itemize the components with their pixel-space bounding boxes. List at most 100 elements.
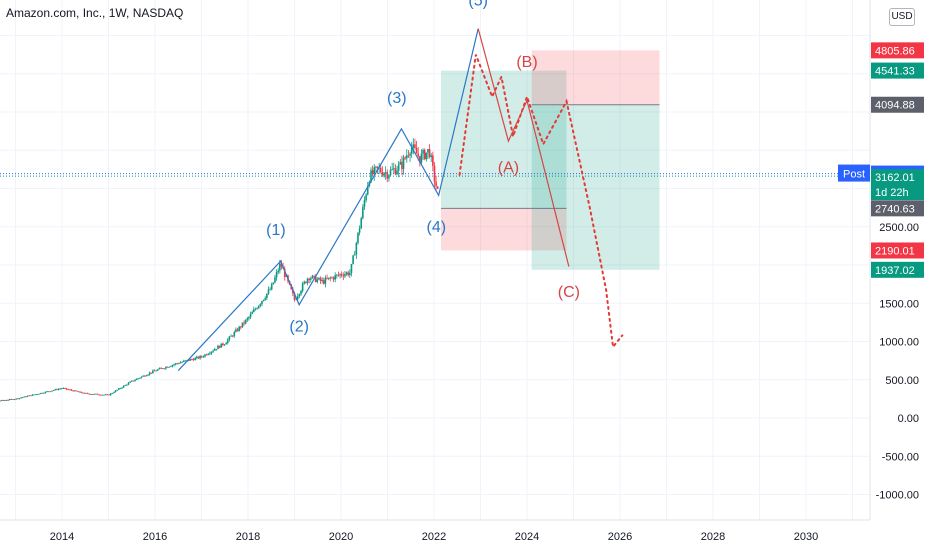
candle-body bbox=[244, 319, 247, 324]
candle-body bbox=[80, 391, 83, 393]
price-badge[interactable] bbox=[871, 184, 924, 201]
candle-body bbox=[264, 298, 267, 300]
candle-body bbox=[349, 272, 351, 276]
impulse-wave-label: (3) bbox=[387, 90, 407, 107]
candle-body bbox=[72, 390, 74, 392]
price-badge[interactable] bbox=[871, 169, 924, 186]
candle-body bbox=[308, 278, 310, 280]
candle-body bbox=[134, 380, 136, 381]
candle-body bbox=[337, 274, 340, 276]
candle-body bbox=[249, 314, 252, 318]
candle-body bbox=[301, 283, 304, 291]
impulse-wave-label: (5) bbox=[468, 0, 488, 10]
candle-body bbox=[436, 186, 439, 189]
candle-body bbox=[196, 356, 198, 358]
candle-body bbox=[427, 149, 429, 153]
candle-body bbox=[223, 344, 226, 346]
candle-body bbox=[111, 393, 114, 394]
projection-path[interactable] bbox=[458, 54, 624, 350]
candle-body bbox=[269, 289, 271, 291]
candle-body bbox=[82, 392, 84, 394]
candle-body bbox=[117, 388, 120, 390]
candle-body bbox=[295, 298, 297, 300]
time-tick-label: 2030 bbox=[794, 531, 818, 543]
price-badge[interactable] bbox=[871, 200, 924, 217]
time-tick-label: 2028 bbox=[701, 531, 725, 543]
time-tick-label: 2026 bbox=[608, 531, 632, 543]
candle-body bbox=[423, 149, 426, 160]
candle-body bbox=[314, 275, 317, 282]
candle-body bbox=[217, 345, 219, 350]
candle-body bbox=[59, 388, 61, 390]
correction-wave-label: (B) bbox=[516, 54, 537, 71]
post-badge[interactable] bbox=[838, 164, 870, 182]
candle-body bbox=[166, 366, 169, 368]
candle-body bbox=[56, 389, 58, 391]
price-badge[interactable] bbox=[871, 62, 924, 79]
position-boxes[interactable] bbox=[440, 50, 660, 270]
candle-body bbox=[90, 394, 92, 395]
candle-body bbox=[70, 389, 73, 391]
price-badge[interactable] bbox=[871, 242, 924, 259]
short-position-loss-zone[interactable] bbox=[531, 50, 660, 105]
candle-body bbox=[8, 399, 11, 400]
candle-body bbox=[124, 384, 127, 386]
price-tick-label: 500.00 bbox=[885, 375, 919, 387]
chart-title: Amazon.com, Inc., 1W, NASDAQ bbox=[6, 6, 184, 20]
candle-body bbox=[100, 394, 102, 396]
candle-body bbox=[363, 200, 366, 207]
time-tick-label: 2018 bbox=[236, 531, 260, 543]
currency-button[interactable]: USD bbox=[889, 8, 915, 26]
long-position-loss-zone[interactable] bbox=[440, 208, 567, 251]
candle-body bbox=[305, 281, 307, 284]
candle-body bbox=[95, 393, 97, 395]
candle-body bbox=[394, 168, 397, 175]
candle-body bbox=[306, 278, 309, 284]
candle-body bbox=[60, 388, 63, 390]
candle-body bbox=[340, 274, 343, 276]
candle-body bbox=[152, 370, 154, 373]
candle-body bbox=[420, 153, 423, 163]
candle-body bbox=[41, 392, 44, 394]
price-badge[interactable] bbox=[871, 42, 924, 59]
time-axis[interactable]: 2014 2016 2018 2020 2022 2024 2026 2028 2030 bbox=[0, 519, 870, 550]
price-badge-text: 4805.86 bbox=[875, 45, 915, 57]
candle-body bbox=[422, 149, 424, 154]
impulse-wave-line[interactable] bbox=[177, 28, 479, 371]
candle-body bbox=[52, 390, 55, 391]
candle-body bbox=[371, 170, 374, 175]
short-position-profit-zone[interactable] bbox=[531, 104, 660, 270]
candle-body bbox=[51, 390, 53, 392]
price-badge[interactable] bbox=[871, 96, 924, 113]
candle-body bbox=[119, 388, 122, 390]
candle-body bbox=[137, 378, 140, 380]
price-badge[interactable] bbox=[871, 261, 924, 278]
candle-body bbox=[17, 398, 19, 400]
candle-body bbox=[187, 359, 190, 361]
price-axis[interactable]: 2500.00 1500.00 1000.00 500.00 0.00 -500.00 -1… bbox=[838, 0, 932, 550]
candle-body bbox=[65, 388, 68, 390]
candle-body bbox=[108, 394, 110, 396]
candle-body bbox=[183, 360, 185, 362]
price-badge-text: 4094.88 bbox=[875, 100, 915, 112]
candle-body bbox=[69, 389, 71, 391]
candle-body bbox=[139, 377, 141, 379]
candle-body bbox=[202, 356, 205, 358]
candle-body bbox=[283, 268, 286, 277]
candle-body bbox=[272, 282, 275, 285]
candle-body bbox=[5, 400, 8, 401]
candle-body bbox=[153, 370, 156, 372]
candle-body bbox=[75, 390, 78, 392]
candle-body bbox=[28, 395, 31, 397]
candle-body bbox=[425, 152, 428, 160]
candle-body bbox=[96, 393, 99, 395]
candle-body bbox=[194, 357, 197, 361]
candle-body bbox=[336, 274, 338, 276]
elliott-waves[interactable] bbox=[177, 28, 624, 371]
candle-body bbox=[73, 390, 76, 392]
candle-body bbox=[316, 279, 319, 282]
post-badge-text: Post bbox=[843, 169, 865, 181]
candle-body bbox=[98, 394, 100, 396]
